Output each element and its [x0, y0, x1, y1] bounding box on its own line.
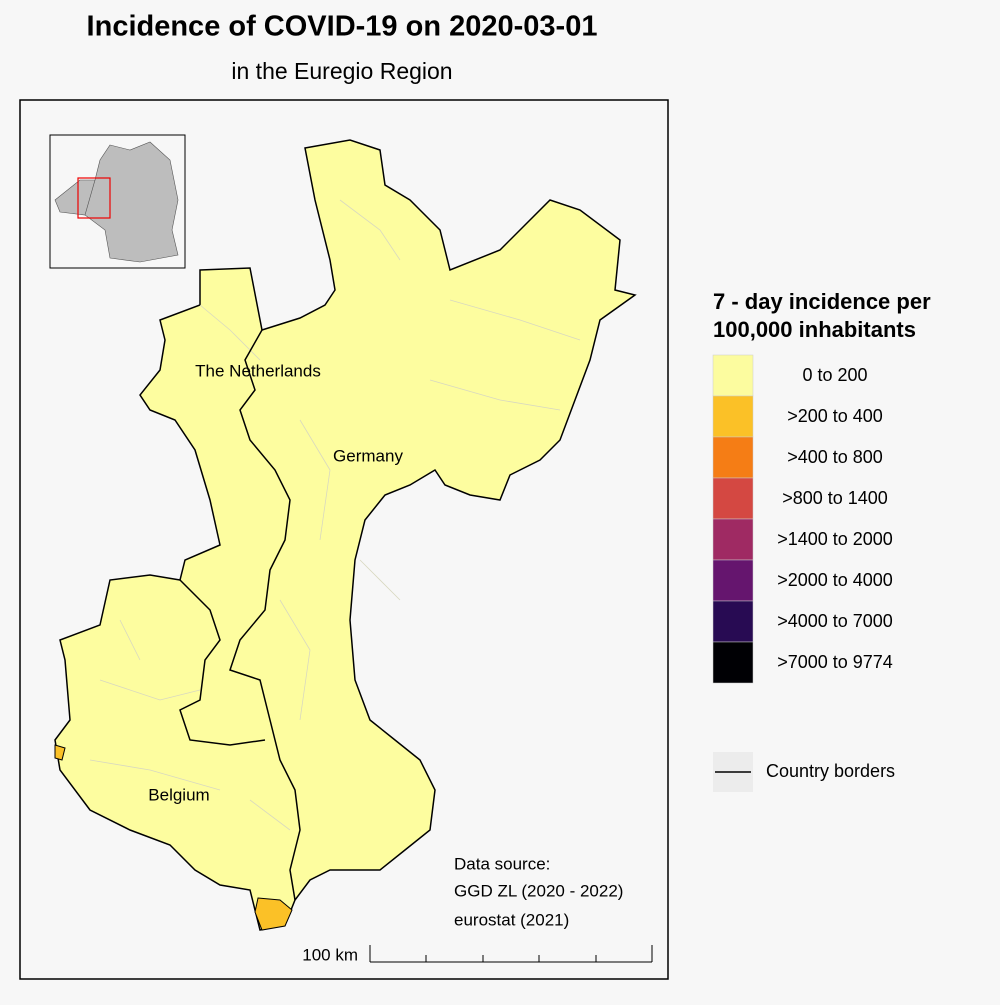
legend-swatch: [712, 477, 754, 520]
legend-title: 100,000 inhabitants: [713, 317, 916, 342]
inset-locator: [77, 177, 111, 219]
legend-swatch: [712, 559, 754, 602]
legend-swatch: [712, 395, 754, 438]
scale-bar-label: 100 km: [302, 945, 358, 964]
legend-label: >200 to 400: [787, 406, 883, 426]
source-text: GGD ZL (2020 - 2022): [454, 881, 623, 900]
scale-bar: [369, 945, 653, 963]
legend-label: >2000 to 4000: [777, 570, 893, 590]
district-borders: [89, 199, 581, 831]
border-legend-label: Country borders: [766, 761, 895, 781]
legend-swatch: [712, 641, 754, 684]
subtitle: in the Euregio Region: [231, 58, 452, 84]
legend-label: >7000 to 9774: [777, 652, 893, 672]
legend-swatch: [712, 436, 754, 479]
inset-map: [49, 134, 186, 269]
title: Incidence of COVID-19 on 2020-03-01: [87, 11, 598, 43]
legend-swatch: [712, 354, 754, 397]
source-text: eurostat (2021): [454, 910, 569, 929]
country-label: The Netherlands: [195, 361, 321, 380]
highlight-district: [254, 897, 293, 931]
country-label: Germany: [333, 446, 403, 465]
legend: 0 to 200 >200 to 400 >400 to 800 >800 to 14…: [712, 354, 893, 684]
country-borders: [179, 329, 301, 901]
country-label: Belgium: [148, 785, 209, 804]
highlight-district: [54, 744, 66, 761]
legend-label: 0 to 200: [802, 365, 867, 385]
source-text: Data source:: [454, 854, 550, 873]
region-map: [54, 139, 637, 931]
legend-label: >800 to 1400: [782, 488, 888, 508]
euregio-area: [54, 139, 637, 931]
legend-swatch: [712, 518, 754, 561]
legend-title: 7 - day incidence per: [713, 289, 931, 314]
legend-label: >1400 to 2000: [777, 529, 893, 549]
inset-neighbors: [54, 179, 96, 216]
legend-label: >4000 to 7000: [777, 611, 893, 631]
legend-swatch: [712, 600, 754, 643]
legend-label: >400 to 800: [787, 447, 883, 467]
